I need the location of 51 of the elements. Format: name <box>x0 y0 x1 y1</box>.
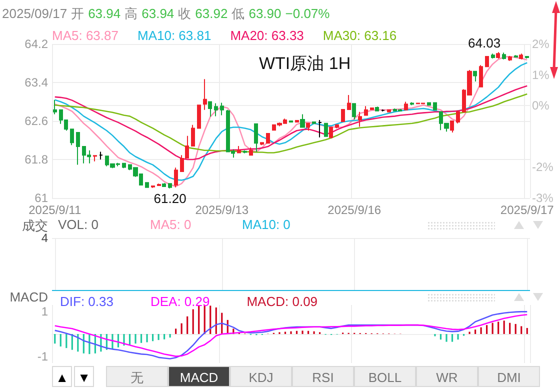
y-tick-label: 61 <box>34 191 48 205</box>
y-tick-label: 63.4 <box>24 76 48 90</box>
x-tick-label: 2025/9/11 <box>28 203 82 217</box>
text: RSI <box>292 366 354 387</box>
y2-tick-label: 1% <box>532 68 550 82</box>
text: 高 <box>124 6 138 21</box>
text: 63.94 <box>88 6 121 21</box>
y2-tick-label: -2% <box>532 160 554 174</box>
text: 63.90 <box>248 6 282 21</box>
text: 2025/09/17 <box>2 6 68 21</box>
text: −0.07% <box>285 6 330 21</box>
text: 成交 <box>22 217 48 234</box>
text: 63.94 <box>142 6 174 21</box>
text: WTI原油 1H <box>259 54 351 73</box>
text: MA10: 0 <box>242 217 290 232</box>
text: VOL: 0 <box>58 217 98 232</box>
x-tick-label: 2025/9/17 <box>500 203 554 217</box>
text: KDJ <box>230 366 292 387</box>
y-tick-label: 1 <box>41 304 48 319</box>
series-label: MACD: 0.09 <box>246 294 318 309</box>
y-tick-label: -1 <box>37 349 48 364</box>
text: 开 <box>71 6 84 21</box>
y2-tick-label: -3% <box>532 191 554 205</box>
annotation: 61.20 <box>154 190 186 206</box>
text: DEA: 0.29 <box>150 294 210 309</box>
text: ▼ <box>74 366 94 387</box>
text: 收 <box>178 6 192 21</box>
y-tick-label: 64.2 <box>24 37 48 51</box>
y-axis-title: MACD <box>10 290 48 304</box>
text: MA20: 63.33 <box>230 28 304 43</box>
text: MA30: 63.16 <box>322 28 397 43</box>
text: 63.92 <box>195 6 228 21</box>
x-tick-label: 2025/9/16 <box>328 203 382 217</box>
text: DMI <box>478 366 540 387</box>
y2-tick-label: 2% <box>532 37 550 51</box>
text: MA10: 63.81 <box>137 28 212 43</box>
y-tick-label: 61.8 <box>24 152 48 166</box>
text: MA5: 0 <box>150 217 192 232</box>
y-tick-label: 62.6 <box>24 114 48 128</box>
series-label: DIF: 0.33 <box>60 294 114 309</box>
text: 无 <box>106 366 168 387</box>
x-tick-label: 2025/9/13 <box>195 203 249 217</box>
text: MA5: 63.87 <box>52 28 118 43</box>
annotation: 64.03 <box>468 36 501 51</box>
y2-tick-label: 0% <box>532 98 550 113</box>
text: ▲ <box>52 366 72 387</box>
text: BOLL <box>354 366 416 387</box>
text: 4 <box>41 231 48 245</box>
text: WR <box>416 366 478 387</box>
text: MACD <box>168 366 230 387</box>
text: 低 <box>232 6 245 21</box>
